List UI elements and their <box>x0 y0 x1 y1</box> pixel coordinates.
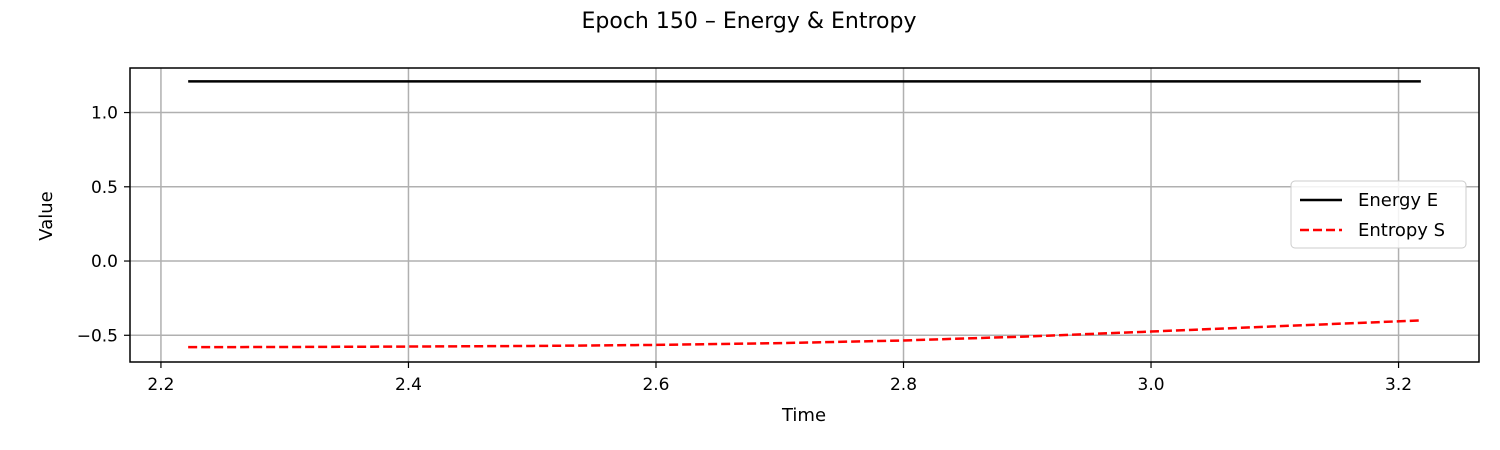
y-axis-label: Value <box>36 191 57 240</box>
plot-series <box>188 80 1421 349</box>
y-tick-label: 0.5 <box>91 178 118 198</box>
legend-label-energy: Energy E <box>1358 190 1438 211</box>
x-tick-label: 3.2 <box>1385 375 1412 395</box>
x-tick-label: 2.6 <box>642 375 669 395</box>
legend: Energy E Entropy S <box>1290 180 1467 249</box>
axis-ticks: 2.2 2.4 2.6 2.8 3.0 3.2 1.0 0.5 0.0 −0.5 <box>77 104 1412 395</box>
legend-label-entropy: Entropy S <box>1358 220 1445 241</box>
x-tick-label: 2.8 <box>890 375 917 395</box>
plot-frame <box>129 67 1480 363</box>
chart-title: Epoch 150 – Energy & Entropy <box>582 9 917 34</box>
series-line-entropy-s <box>188 319 1421 349</box>
grid <box>130 68 1479 362</box>
y-tick-label: 1.0 <box>91 104 118 124</box>
x-tick-label: 3.0 <box>1138 375 1165 395</box>
y-tick-label: −0.5 <box>77 326 118 346</box>
y-tick-label: 0.0 <box>91 252 118 272</box>
x-tick-label: 2.2 <box>147 375 174 395</box>
x-axis-label: Time <box>781 405 826 426</box>
x-tick-label: 2.4 <box>395 375 422 395</box>
